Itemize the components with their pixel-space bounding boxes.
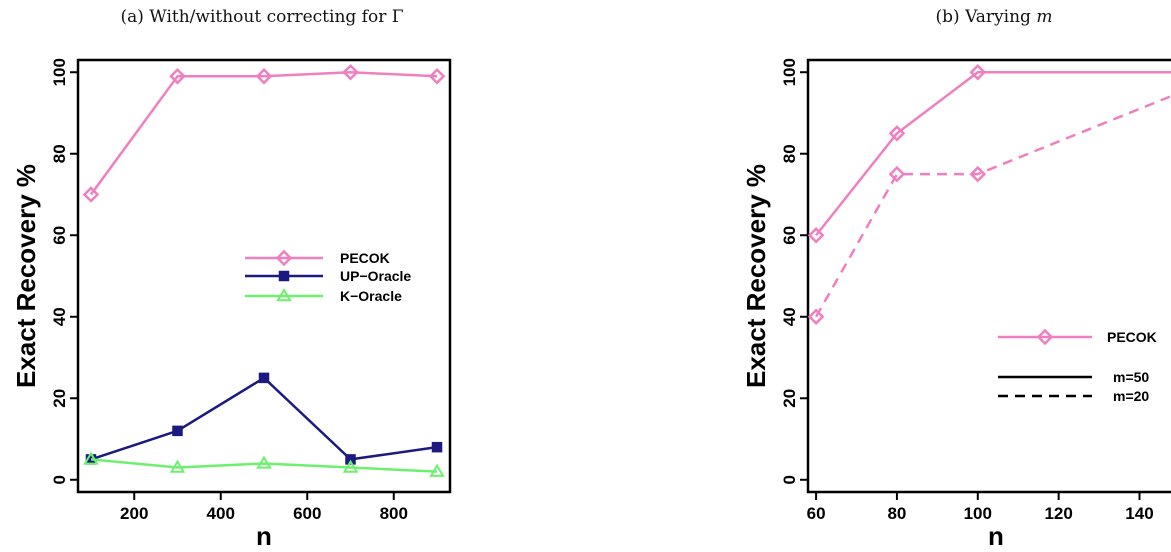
panel-a-series-line-1 xyxy=(90,376,438,461)
legend-marker xyxy=(278,270,290,282)
panel-b-caption-prefix: (b) Varying xyxy=(936,7,1037,27)
panel-a-y-ticks: 0 20 40 60 80 100 xyxy=(50,58,78,485)
legend-marker xyxy=(276,288,292,302)
panel-a-x-tick-label: 200 xyxy=(120,504,148,523)
panel-b-plot-frame xyxy=(806,58,1171,494)
panel-a-y-tick-label: 100 xyxy=(50,58,69,86)
panel-a-series-line-2 xyxy=(90,458,438,473)
panel-b-series xyxy=(807,63,1171,326)
panel-b-series-0-point xyxy=(888,125,906,142)
panel-a-y-tick-label: 0 xyxy=(50,475,69,484)
legend-label: m=50 xyxy=(1113,369,1149,385)
legend-label: m=20 xyxy=(1113,388,1149,404)
panel-b-x-tick-label: 140 xyxy=(1125,504,1153,523)
legend-label: UP−Oracle xyxy=(340,268,411,284)
panel-b-series-1-point xyxy=(888,165,906,183)
panel-b: (b) Varying m n Exact Recovery % 60 80 100… xyxy=(741,7,1171,551)
panel-b-x-axis-title: n xyxy=(988,521,1004,551)
panel-a-series-1-point xyxy=(172,425,183,437)
panel-a-caption: (a) With/without correcting for Γ xyxy=(120,7,403,27)
panel-a-series-0-point xyxy=(82,186,100,203)
panel-b-series-0-point xyxy=(807,226,825,244)
panel-b-x-tick-label: 100 xyxy=(964,504,992,523)
panel-a-y-tick-label: 20 xyxy=(50,389,69,408)
legend-label: PECOK xyxy=(340,250,390,266)
panel-a-y-tick-label: 80 xyxy=(50,144,69,163)
panel-a-series xyxy=(82,63,446,477)
panel-a-x-tick-label: 800 xyxy=(380,504,408,523)
panel-b-y-tick-label: 20 xyxy=(780,389,799,408)
panel-b-series-1-point xyxy=(969,165,987,183)
panel-a: (a) With/without correcting for Γ n Exac… xyxy=(11,7,452,551)
panel-b-y-axis-title: Exact Recovery % xyxy=(741,164,771,388)
panel-a-x-tick-label: 600 xyxy=(293,504,321,523)
panel-b-series-line-0 xyxy=(815,70,1171,237)
panel-a-y-tick-label: 60 xyxy=(50,226,69,245)
panel-a-series-0-point xyxy=(428,68,446,85)
panel-b-x-tick-label: 60 xyxy=(807,504,826,523)
panel-a-series-line-0 xyxy=(89,70,438,196)
panel-b-y-tick-label: 60 xyxy=(780,226,799,245)
panel-a-series-2-point xyxy=(83,451,99,465)
panel-b-y-tick-label: 40 xyxy=(780,307,799,326)
panel-b-caption-variable: m xyxy=(1036,7,1052,27)
panel-a-x-axis-title: n xyxy=(256,521,272,551)
panel-a-series-0-point xyxy=(169,68,186,85)
panel-a-series-1-point xyxy=(345,454,356,465)
panel-b-caption: (b) Varying m xyxy=(936,7,1053,27)
panel-a-series-1-point xyxy=(431,441,443,453)
panel-b-legend: PECOK m=50 m=20 xyxy=(998,328,1157,404)
panel-b-series-1-point xyxy=(807,308,825,326)
panel-a-y-tick-label: 40 xyxy=(50,307,69,326)
legend-label: PECOK xyxy=(1107,329,1157,345)
panel-b-x-ticks: 60 80 100 120 140 xyxy=(807,492,1154,523)
panel-a-x-ticks: 200 400 600 800 xyxy=(120,492,408,523)
panel-a-series-0-point xyxy=(342,63,359,81)
panel-a-series-0-point xyxy=(255,68,273,85)
panel-a-series-2-point xyxy=(429,463,445,477)
legend-marker xyxy=(275,249,293,267)
legend-marker xyxy=(1036,328,1054,346)
panel-a-legend: PECOK UP−Oracle K−Oracle xyxy=(245,249,411,304)
panel-a-series-2-point xyxy=(342,459,359,473)
panel-b-y-tick-label: 0 xyxy=(780,475,799,484)
panel-a-plot-frame xyxy=(76,58,452,494)
panel-b-y-tick-label: 100 xyxy=(780,58,799,86)
panel-b-series-0-point xyxy=(969,63,987,81)
panel-b-series-line-1 xyxy=(814,94,1171,318)
panel-b-x-tick-label: 80 xyxy=(887,504,906,523)
panel-a-series-1-point xyxy=(258,372,270,384)
panel-b-x-tick-label: 120 xyxy=(1044,504,1072,523)
panel-b-y-ticks: 0 20 40 60 80 100 xyxy=(780,58,808,485)
panel-b-y-tick-label: 80 xyxy=(780,144,799,163)
panel-a-x-tick-label: 400 xyxy=(207,504,235,523)
panel-a-series-2-point xyxy=(256,455,272,469)
panel-a-series-2-point xyxy=(169,459,186,473)
panel-a-y-axis-title: Exact Recovery % xyxy=(11,164,41,388)
legend-label: K−Oracle xyxy=(340,288,402,304)
